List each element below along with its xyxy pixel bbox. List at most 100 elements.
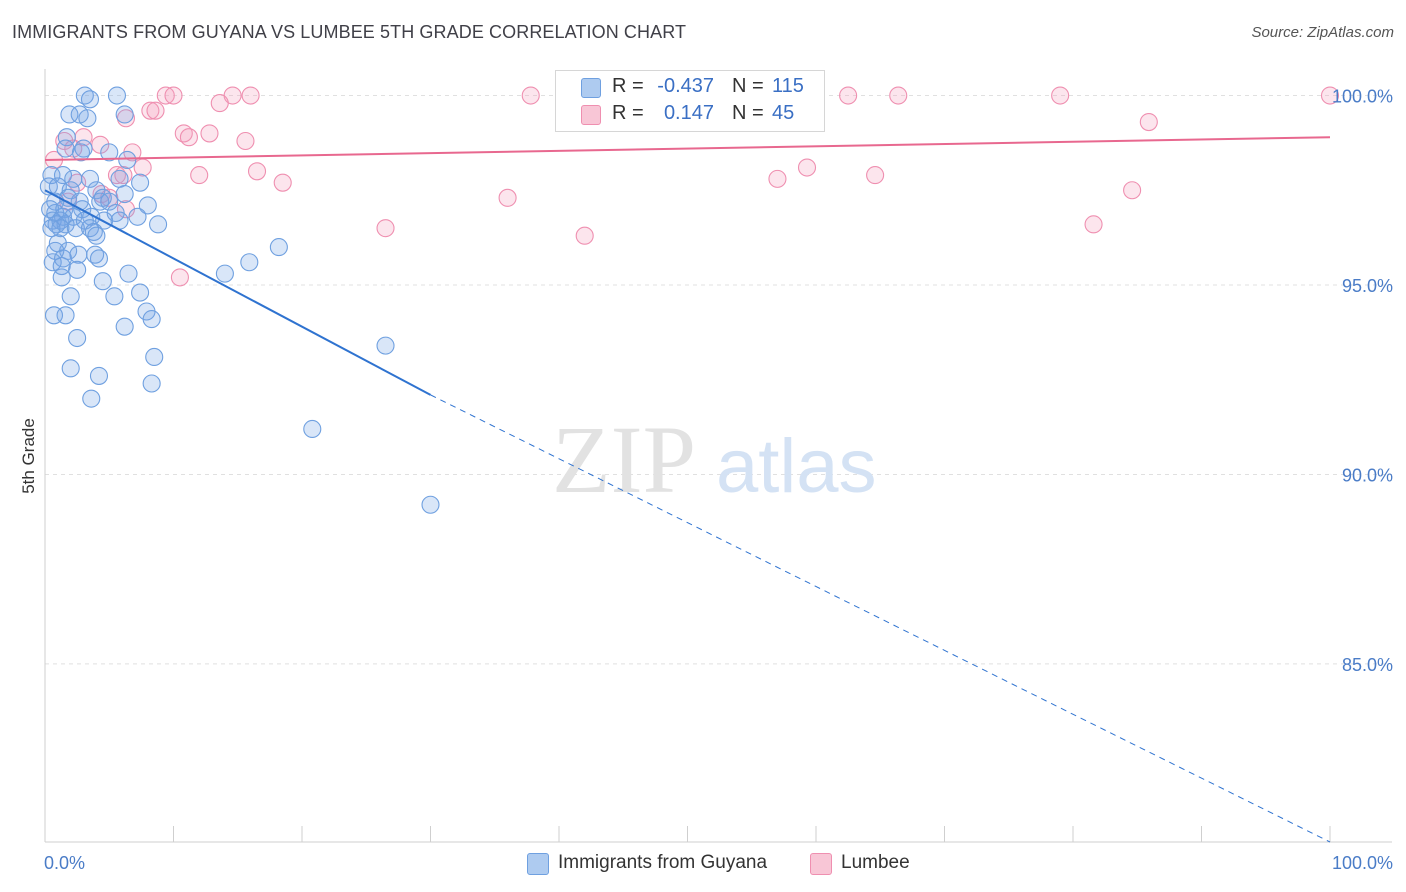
data-point — [87, 226, 106, 245]
data-point — [575, 226, 594, 245]
bottom-legend-swatch-guyana — [527, 853, 549, 875]
bottom-legend-label-guyana: Immigrants from Guyana — [558, 852, 768, 873]
data-point — [131, 173, 150, 192]
guyana-points — [39, 86, 440, 514]
data-point — [164, 86, 183, 105]
data-point — [156, 86, 175, 105]
data-point — [247, 162, 267, 181]
data-point — [303, 419, 322, 439]
data-point — [56, 306, 75, 325]
data-point — [46, 241, 65, 260]
data-point — [273, 173, 292, 192]
zipatlas-watermark: ZIP atlas — [552, 406, 877, 513]
data-point — [61, 287, 80, 306]
bottom-legend-swatch-lumbee — [810, 853, 832, 875]
data-point — [889, 86, 908, 105]
data-point — [866, 166, 885, 185]
legend-r-label: R = — [612, 75, 644, 97]
tick-labels: 100.0% 95.0% 90.0% 85.0% 0.0% 100.0% — [44, 87, 1393, 873]
data-point — [200, 124, 219, 143]
legend-n-label: N = — [732, 75, 764, 97]
data-point — [107, 86, 127, 105]
data-point — [89, 249, 109, 268]
data-point — [115, 184, 134, 204]
data-point — [87, 181, 106, 200]
data-point — [115, 317, 134, 336]
data-point — [60, 105, 79, 124]
data-point — [142, 310, 161, 329]
data-point — [521, 86, 540, 105]
y-tick-label: 95.0% — [1342, 276, 1393, 296]
data-point — [110, 169, 129, 188]
y-axis-label: 5th Grade — [19, 418, 38, 494]
legend-n-value: 45 — [772, 102, 795, 124]
legend-n-label: N = — [732, 102, 764, 124]
legend-r-value: -0.437 — [657, 75, 714, 97]
data-point — [797, 158, 817, 177]
data-point — [768, 169, 787, 188]
data-point — [71, 143, 91, 162]
data-point — [53, 166, 73, 185]
data-point — [69, 245, 88, 264]
data-point — [839, 86, 858, 105]
data-point — [146, 101, 165, 120]
data-point — [376, 336, 395, 355]
data-point — [142, 374, 161, 393]
data-point — [43, 253, 62, 272]
data-point — [100, 192, 119, 211]
data-point — [78, 109, 97, 128]
watermark-atlas: atlas — [716, 424, 877, 509]
data-point — [133, 158, 152, 177]
bottom-legend-label-lumbee: Lumbee — [841, 852, 910, 873]
data-point — [210, 94, 229, 113]
trend-lines — [44, 136, 1331, 843]
data-point — [145, 347, 164, 367]
data-point — [1123, 181, 1142, 200]
data-point — [119, 264, 138, 283]
data-point — [66, 219, 85, 238]
data-point — [240, 253, 259, 272]
data-point — [118, 150, 137, 169]
data-point — [1051, 86, 1070, 105]
legend-r-label: R = — [612, 102, 644, 124]
data-point — [1084, 215, 1103, 234]
data-point — [53, 249, 73, 268]
data-point — [190, 166, 209, 185]
lumbee-trend-line — [44, 136, 1331, 161]
chart-title: IMMIGRANTS FROM GUYANA VS LUMBEE 5TH GRA… — [12, 22, 687, 42]
data-point — [269, 238, 288, 257]
data-point — [115, 105, 134, 124]
data-point — [215, 264, 234, 283]
data-point — [68, 328, 87, 348]
data-point — [105, 287, 124, 306]
stats-legend: R = -0.437 N = 115 R = 0.147 N = 45 — [555, 70, 825, 132]
y-tick-label: 85.0% — [1342, 655, 1393, 675]
guyana-trend-line — [44, 189, 431, 396]
data-point — [170, 268, 189, 287]
legend-r-value: 0.147 — [663, 102, 714, 124]
legend-n-value: 115 — [772, 75, 804, 97]
data-point — [149, 215, 168, 234]
data-point — [421, 495, 440, 514]
data-point — [61, 359, 80, 378]
guyana-trend-extension — [430, 394, 1331, 843]
legend-row-guyana: R = -0.437 N = 115 — [556, 75, 824, 101]
data-point — [141, 101, 160, 120]
data-point — [100, 143, 119, 162]
data-point — [52, 268, 71, 287]
data-point — [1320, 86, 1340, 105]
data-point — [128, 207, 147, 226]
y-tick-label: 100.0% — [1332, 87, 1393, 107]
data-point — [498, 188, 517, 207]
data-point — [179, 128, 198, 147]
data-point — [42, 219, 61, 238]
data-point — [1139, 112, 1158, 132]
data-point — [80, 169, 100, 188]
data-point — [56, 139, 75, 158]
data-point — [241, 86, 260, 105]
data-point — [89, 366, 109, 385]
data-point — [80, 90, 100, 109]
legend-row-lumbee: R = 0.147 N = 45 — [556, 102, 824, 128]
data-point — [236, 131, 255, 151]
